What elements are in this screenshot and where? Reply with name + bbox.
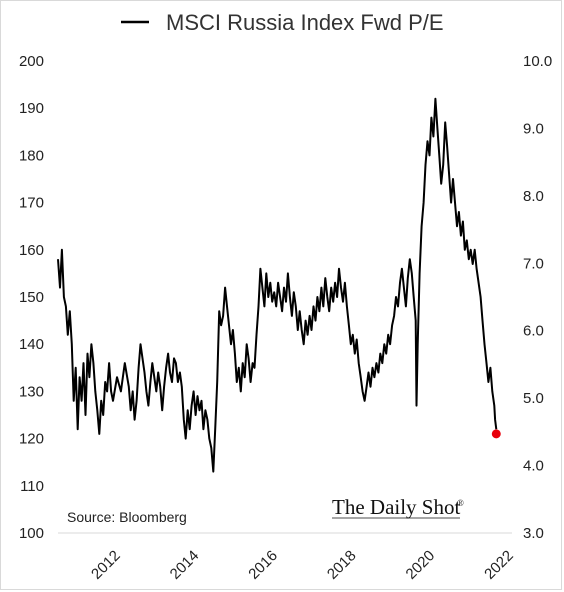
x-tick-label: 2018 [324,547,360,583]
x-axis: 2012 2014 2016 2018 2020 2022 [88,547,517,583]
y-right-tick-label: 4.0 [523,458,544,475]
y-left-tick-label: 200 [19,53,44,70]
y-left-tick-label: 170 [19,195,44,212]
y-right-tick-label: 7.0 [523,255,544,272]
legend: MSCI Russia Index Fwd P/E [121,10,444,35]
source-note: Source: Bloomberg [67,509,187,525]
series-layer [57,97,501,473]
y-left-tick-label: 180 [19,147,44,164]
y-left-tick-label: 160 [19,242,44,259]
y-right-tick-label: 6.0 [523,323,544,340]
y-left-tick-label: 190 [19,100,44,117]
y-right-tick-label: 10.0 [523,53,552,70]
y-left-tick-label: 110 [20,478,44,495]
y-left-tick-label: 120 [19,431,44,448]
series-line [57,97,498,473]
latest-value-marker [491,429,501,439]
y-left-tick-label: 140 [19,336,44,353]
y-axis-right: 10.0 9.0 8.0 7.0 6.0 5.0 4.0 3.0 [523,53,552,542]
y-right-tick-label: 3.0 [523,525,544,542]
x-tick-label: 2020 [403,547,439,583]
y-left-tick-label: 150 [19,289,44,306]
y-left-tick-label: 100 [19,525,44,542]
x-tick-label: 2022 [481,547,517,583]
x-tick-label: 2016 [245,547,281,583]
y-right-tick-label: 9.0 [523,120,544,137]
legend-label: MSCI Russia Index Fwd P/E [166,10,444,35]
x-tick-label: 2014 [167,547,203,583]
brand-registered-mark: ® [457,498,464,508]
x-tick-label: 2012 [88,547,124,583]
y-right-tick-label: 5.0 [523,390,544,407]
brand-logo: The Daily Shot [332,495,460,519]
y-axis-left: 200 190 180 170 160 150 140 130 120 110 100 [19,53,44,542]
y-right-tick-label: 8.0 [523,188,544,205]
y-left-tick-label: 130 [19,383,44,400]
